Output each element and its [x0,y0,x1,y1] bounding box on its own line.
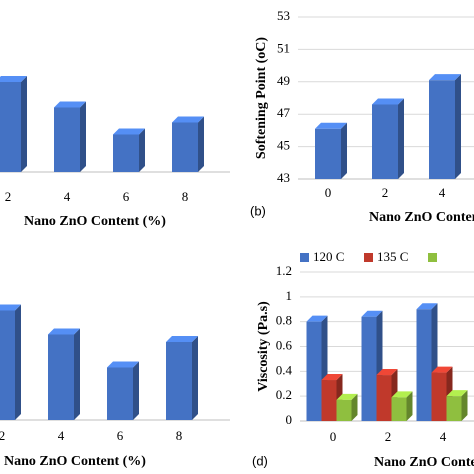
bar-side [21,76,27,172]
y-tick-label: 47 [277,105,291,120]
y-tick-label: 45 [277,138,290,153]
x-tick-label: 2 [385,429,392,444]
bar-top [0,76,27,82]
legend-label: 120 C [313,249,344,264]
bar-side [455,74,461,179]
x-tick-label: 8 [176,428,183,443]
bar [372,104,398,179]
x-tick-label: 6 [117,428,124,443]
bar-top [361,310,383,317]
bar [0,310,15,420]
bar-top [446,390,468,397]
x-axis-title: Nano ZnO Content (%) [374,455,474,470]
bar-side [398,98,404,179]
x-tick-label: 4 [64,189,71,204]
bar-top [0,304,21,311]
bar [336,399,352,421]
bar-side [461,390,468,421]
y-tick-label: 1.2 [276,263,292,278]
y-tick-label: 53 [277,8,290,23]
bar-top [315,122,347,129]
bar-top [166,336,198,342]
bar-top [107,361,139,368]
bar-top [113,128,145,135]
x-tick-label: 4 [58,428,65,443]
x-tick-label: 2 [0,428,5,443]
bar-side [80,101,86,172]
bar [446,396,462,421]
x-tick-label: 2 [382,185,389,200]
y-tick-label: 0 [286,412,293,427]
x-tick-label: 4 [440,429,447,444]
bar [391,397,407,421]
x-axis-title: Nano ZnO Content (%) [24,214,166,229]
x-tick-label: 2 [5,189,12,204]
bar [429,80,455,179]
x-axis-title: Nano ZnO Content (%) [369,210,474,225]
y-tick-label: 51 [277,40,290,55]
x-tick-label: 6 [123,189,130,204]
bar-top [429,74,461,81]
legend-swatch [428,253,437,262]
bar-side [351,393,358,421]
bar-side [133,361,139,420]
bar [376,375,392,421]
bar [321,380,337,421]
bar-side [192,336,198,420]
bar-top [336,393,358,400]
bar-side [139,128,145,172]
bar-side [341,122,347,179]
legend-swatch [364,253,373,262]
bar [361,316,377,421]
bar [315,128,341,179]
bar [431,372,447,421]
panel-label: (d) [252,453,268,468]
legend-label: 135 C [377,249,408,264]
x-tick-label: 0 [330,429,337,444]
bar [107,367,133,420]
y-tick-label: 49 [277,73,290,88]
bar [48,334,74,420]
bar-side [198,116,204,172]
bar-side [406,391,413,421]
bar [113,134,139,172]
y-tick-label: 0.8 [276,313,292,328]
y-tick-label: 43 [277,170,290,185]
bar-top [321,374,343,381]
legend-swatch [300,253,309,262]
bar-top [172,116,204,123]
bar-top [376,369,398,376]
bar-side [15,304,21,420]
bar-top [48,328,80,335]
bar-side [74,328,80,420]
y-tick-label: 0.2 [276,387,292,402]
bar [54,107,80,172]
bar [0,82,21,172]
bar-top [306,315,328,322]
x-tick-label: 0 [325,185,332,200]
bar-top [372,98,404,105]
bar [166,342,192,420]
bar-top [54,101,86,108]
panel-label: (b) [250,203,266,218]
y-tick-label: 0.6 [276,337,293,352]
x-tick-label: 8 [182,189,189,204]
y-axis-title: Softening Point (oC) [254,37,269,159]
bar [172,122,198,172]
bar [416,309,432,421]
y-axis-title: Viscosity (Pa.s) [256,301,271,392]
bar-top [431,366,453,373]
bar [306,321,322,421]
bar-top [416,303,438,310]
x-axis-title: Nano ZnO Content (%) [4,454,146,469]
y-tick-label: 0.4 [276,362,293,377]
bar-top [391,391,413,398]
x-tick-label: 4 [439,185,446,200]
y-tick-label: 1 [286,288,293,303]
